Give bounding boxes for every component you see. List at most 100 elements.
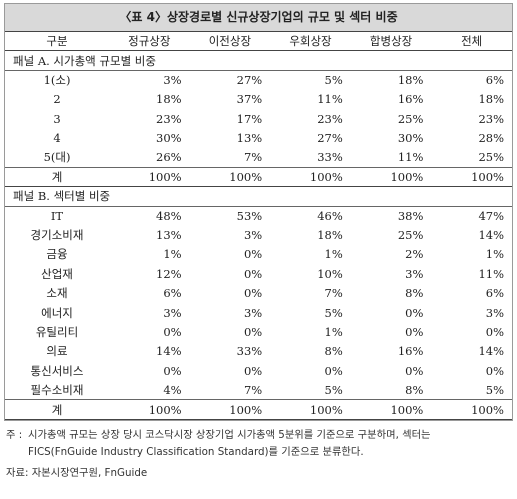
note-line-1: 시가총액 규모는 상장 당시 코스닥시장 상장기업 시가총액 5분위를 기준으로… bbox=[28, 428, 431, 441]
cell-value: 16% bbox=[397, 92, 424, 107]
row-label: 소재 bbox=[46, 286, 68, 301]
cell-value: 6% bbox=[163, 286, 182, 301]
cell-value: 8% bbox=[324, 344, 343, 359]
cell-value: 0% bbox=[243, 247, 263, 262]
source-line: 자료: 자본시장연구원, FnGuide bbox=[6, 466, 148, 479]
cell-value: 11% bbox=[478, 266, 504, 281]
cell-value: 7% bbox=[324, 286, 343, 301]
table-row: 4 30% 13% 27% 30% 28% bbox=[5, 128, 512, 147]
cell-value: 0% bbox=[243, 325, 263, 340]
cell-value: 3% bbox=[163, 305, 182, 320]
cell-value: 3% bbox=[243, 305, 263, 320]
cell-value: 3% bbox=[163, 73, 182, 88]
total-value: 100% bbox=[109, 399, 190, 420]
cell-value: 53% bbox=[236, 208, 263, 223]
cell-value: 0% bbox=[485, 363, 504, 378]
total-row: 계 100% 100% 100% 100% 100% bbox=[5, 166, 512, 188]
row-label: 유틸리티 bbox=[35, 325, 79, 340]
cell-value: 0% bbox=[243, 363, 263, 378]
table-row: 3 23% 17% 23% 25% 23% bbox=[5, 109, 512, 128]
cell-value: 0% bbox=[405, 363, 424, 378]
cell-value: 16% bbox=[397, 344, 424, 359]
cell-value: 30% bbox=[397, 131, 424, 146]
cell-value: 0% bbox=[243, 286, 263, 301]
cell-value: 47% bbox=[478, 208, 504, 223]
row-label: 산업재 bbox=[41, 266, 73, 281]
cell-value: 14% bbox=[156, 344, 182, 359]
cell-value: 27% bbox=[236, 73, 263, 88]
cell-value: 2% bbox=[405, 247, 424, 262]
cell-value: 0% bbox=[405, 305, 424, 320]
cell-value: 23% bbox=[317, 111, 343, 126]
cell-value: 6% bbox=[485, 73, 504, 88]
note-mark: 주 : bbox=[6, 428, 23, 441]
total-label: 계 bbox=[5, 166, 109, 188]
row-label: 의료 bbox=[46, 344, 68, 359]
cell-value: 48% bbox=[156, 208, 182, 223]
cell-value: 7% bbox=[243, 382, 263, 397]
cell-value: 5% bbox=[324, 382, 343, 397]
table-row: 유틸리티 0% 0% 1% 0% 0% bbox=[5, 322, 512, 341]
total-label: 계 bbox=[5, 399, 109, 420]
table-row: 소재 6% 0% 7% 8% 6% bbox=[5, 284, 512, 303]
header-category: 구분 bbox=[5, 31, 109, 52]
cell-value: 0% bbox=[485, 325, 504, 340]
panel-row: 패널 B. 섹터별 비중 bbox=[5, 186, 512, 207]
header-regular: 정규상장 bbox=[109, 31, 190, 52]
cell-value: 5% bbox=[324, 305, 343, 320]
table-row: 통신서비스 0% 0% 0% 0% 0% bbox=[5, 361, 512, 380]
notes: 주 : 시가총액 규모는 상장 당시 코스닥시장 상장기업 시가총액 5분위를 … bbox=[4, 421, 513, 482]
cell-value: 10% bbox=[317, 266, 343, 281]
row-label: 에너지 bbox=[41, 305, 73, 320]
total-value: 100% bbox=[189, 399, 271, 420]
cell-value: 0% bbox=[163, 325, 182, 340]
header-transfer: 이전상장 bbox=[189, 31, 271, 52]
cell-value: 8% bbox=[405, 382, 424, 397]
table-row: 2 18% 37% 11% 16% 18% bbox=[5, 90, 512, 109]
cell-value: 30% bbox=[156, 131, 182, 146]
table-title: 〈표 4〉상장경로별 신규상장기업의 규모 및 섹터 비중 bbox=[5, 4, 512, 31]
table-row: 금융 1% 0% 1% 2% 1% bbox=[5, 245, 512, 264]
panel-row: 패널 A. 시가총액 규모별 비중 bbox=[5, 50, 512, 71]
cell-value: 25% bbox=[478, 150, 504, 165]
cell-value: 5% bbox=[485, 382, 504, 397]
cell-value: 17% bbox=[236, 111, 263, 126]
cell-value: 33% bbox=[317, 150, 343, 165]
header-merger: 합병상장 bbox=[350, 31, 432, 52]
total-value: 100% bbox=[109, 166, 190, 188]
row-label: IT bbox=[50, 208, 64, 223]
header-backdoor: 우회상장 bbox=[270, 31, 351, 52]
data-table: 구분 정규상장 이전상장 우회상장 합병상장 전체 패널 A. 시가총액 규모별… bbox=[5, 31, 512, 420]
total-row: 계 100% 100% 100% 100% 100% bbox=[5, 399, 512, 420]
header-total: 전체 bbox=[431, 31, 512, 52]
cell-value: 11% bbox=[397, 150, 424, 165]
table-box: 〈표 4〉상장경로별 신규상장기업의 규모 및 섹터 비중 구분 정규상장 이전… bbox=[4, 3, 513, 421]
panel-label: 패널 B. 섹터별 비중 bbox=[5, 186, 512, 207]
table-row: 5(대) 26% 7% 33% 11% 25% bbox=[5, 148, 512, 167]
cell-value: 37% bbox=[236, 92, 263, 107]
cell-value: 8% bbox=[405, 286, 424, 301]
cell-value: 25% bbox=[397, 111, 424, 126]
cell-value: 27% bbox=[317, 131, 343, 146]
cell-value: 23% bbox=[156, 111, 182, 126]
cell-value: 3% bbox=[405, 266, 424, 281]
total-value: 100% bbox=[431, 166, 512, 188]
cell-value: 1% bbox=[485, 247, 504, 262]
cell-value: 6% bbox=[485, 286, 504, 301]
table-row: IT 48% 53% 46% 38% 47% bbox=[5, 206, 512, 225]
cell-value: 0% bbox=[163, 363, 182, 378]
row-label: 금융 bbox=[46, 247, 68, 262]
cell-value: 0% bbox=[243, 266, 263, 281]
cell-value: 18% bbox=[317, 228, 343, 243]
cell-value: 5% bbox=[324, 73, 343, 88]
cell-value: 33% bbox=[236, 344, 263, 359]
row-label: 경기소비재 bbox=[30, 228, 84, 243]
note: 주 : 시가총액 규모는 상장 당시 코스닥시장 상장기업 시가총액 5분위를 … bbox=[6, 427, 511, 444]
cell-value: 26% bbox=[156, 150, 182, 165]
cell-value: 13% bbox=[236, 131, 263, 146]
cell-value: 28% bbox=[478, 131, 504, 146]
total-value: 100% bbox=[270, 399, 351, 420]
cell-value: 18% bbox=[156, 92, 182, 107]
cell-value: 1% bbox=[324, 247, 343, 262]
